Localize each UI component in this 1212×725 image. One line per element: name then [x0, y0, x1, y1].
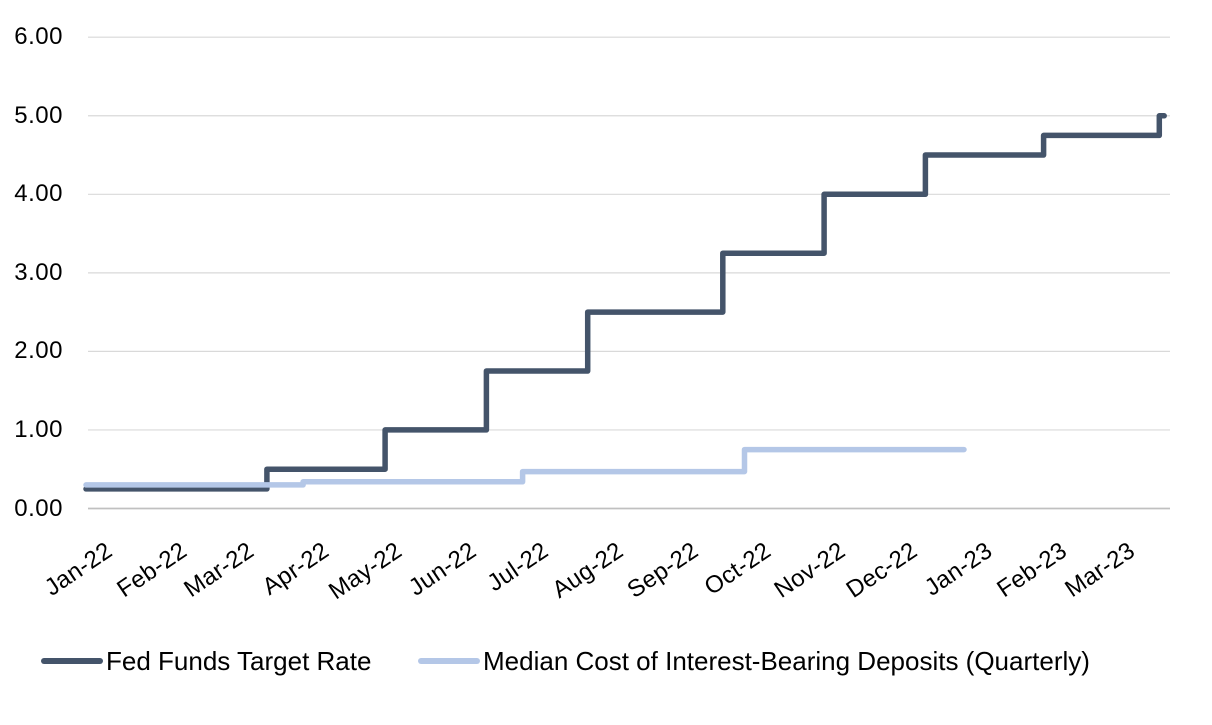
y-axis-tick-label: 4.00 — [14, 180, 63, 208]
y-axis-tick-label: 2.00 — [14, 337, 63, 365]
chart-legend: Fed Funds Target Rate Median Cost of Inte… — [0, 644, 1212, 678]
legend-item-fed-funds-target-rate: Fed Funds Target Rate — [41, 644, 371, 678]
y-axis-tick-label: 0.00 — [14, 494, 63, 522]
y-axis-tick-label: 3.00 — [14, 258, 63, 286]
y-axis-tick-label: 1.00 — [14, 415, 63, 443]
y-axis: 6.00 5.00 4.00 3.00 2.00 1.00 0.00 — [0, 0, 63, 560]
y-axis-tick-label: 5.00 — [14, 101, 63, 129]
legend-label: Median Cost of Interest-Bearing Deposits… — [483, 645, 1090, 676]
series-line-median-deposit-cost — [83, 446, 967, 488]
y-axis-tick-label: 6.00 — [14, 23, 63, 51]
series-line-fed-funds-target-rate — [83, 113, 1167, 492]
legend-line-swatch-icon — [41, 658, 103, 664]
legend-label: Fed Funds Target Rate — [106, 645, 372, 676]
legend-item-median-deposit-cost: Median Cost of Interest-Bearing Deposits… — [418, 644, 1090, 678]
legend-line-swatch-icon — [418, 658, 480, 664]
